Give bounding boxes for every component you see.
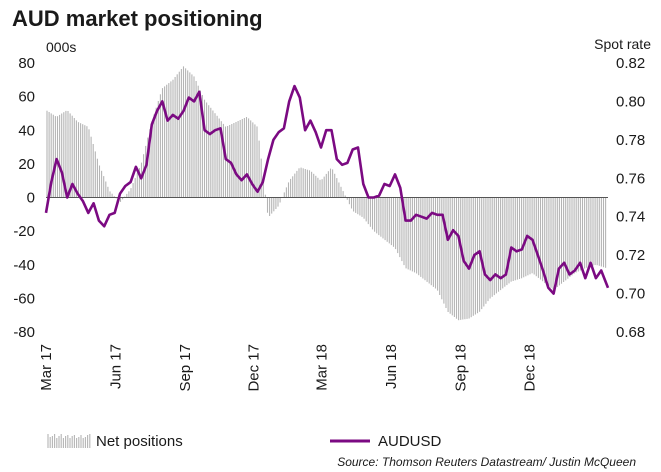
x-tick-label: Mar 18 bbox=[314, 344, 331, 391]
right-tick-label: 0.80 bbox=[616, 93, 645, 110]
right-axis-ticks: 0.82 0.80 0.78 0.76 0.74 0.72 0.70 0.68 bbox=[616, 55, 645, 341]
chart-title: AUD market positioning bbox=[12, 6, 263, 31]
x-tick-label: Dec 17 bbox=[246, 344, 263, 392]
left-tick-label: -60 bbox=[13, 290, 35, 307]
source-note: Source: Thomson Reuters Datastream/ Just… bbox=[337, 455, 636, 469]
net-positions-bars bbox=[46, 66, 607, 321]
right-tick-label: 0.82 bbox=[616, 55, 645, 72]
x-tick-label: Sep 18 bbox=[453, 344, 470, 392]
right-tick-label: 0.72 bbox=[616, 247, 645, 264]
left-tick-label: 80 bbox=[18, 55, 35, 72]
left-axis-unit: 000s bbox=[46, 39, 76, 55]
right-axis-unit: Spot rate bbox=[594, 36, 651, 52]
right-tick-label: 0.74 bbox=[616, 209, 645, 226]
left-tick-label: 60 bbox=[18, 89, 35, 106]
left-tick-label: 20 bbox=[18, 156, 35, 173]
legend-swatch-net-positions bbox=[47, 434, 91, 448]
audusd-line-group bbox=[44, 84, 610, 295]
left-tick-label: -40 bbox=[13, 257, 35, 274]
right-tick-label: 0.76 bbox=[616, 170, 645, 187]
audusd-line bbox=[44, 84, 610, 295]
right-tick-label: 0.68 bbox=[616, 324, 645, 341]
x-tick-label: Dec 18 bbox=[521, 344, 538, 392]
x-tick-label: Jun 17 bbox=[108, 344, 125, 389]
left-tick-label: 0 bbox=[27, 190, 35, 207]
x-tick-label: Mar 17 bbox=[38, 344, 55, 391]
right-tick-label: 0.70 bbox=[616, 286, 645, 303]
legend-label-net-positions: Net positions bbox=[96, 433, 183, 450]
x-tick-label: Jun 18 bbox=[383, 344, 400, 389]
left-tick-label: 40 bbox=[18, 122, 35, 139]
x-axis-ticks: Mar 17 Jun 17 Sep 17 Dec 17 Mar 18 Jun 18 Sep … bbox=[38, 344, 538, 392]
left-axis-ticks: 80 60 40 20 0 -20 -40 -60 -80 bbox=[13, 55, 35, 341]
right-tick-label: 0.78 bbox=[616, 132, 645, 149]
left-tick-label: -80 bbox=[13, 324, 35, 341]
legend: Net positions AUDUSD bbox=[47, 433, 442, 450]
x-tick-label: Sep 17 bbox=[177, 344, 194, 392]
left-tick-label: -20 bbox=[13, 223, 35, 240]
legend-label-audusd: AUDUSD bbox=[378, 433, 442, 450]
